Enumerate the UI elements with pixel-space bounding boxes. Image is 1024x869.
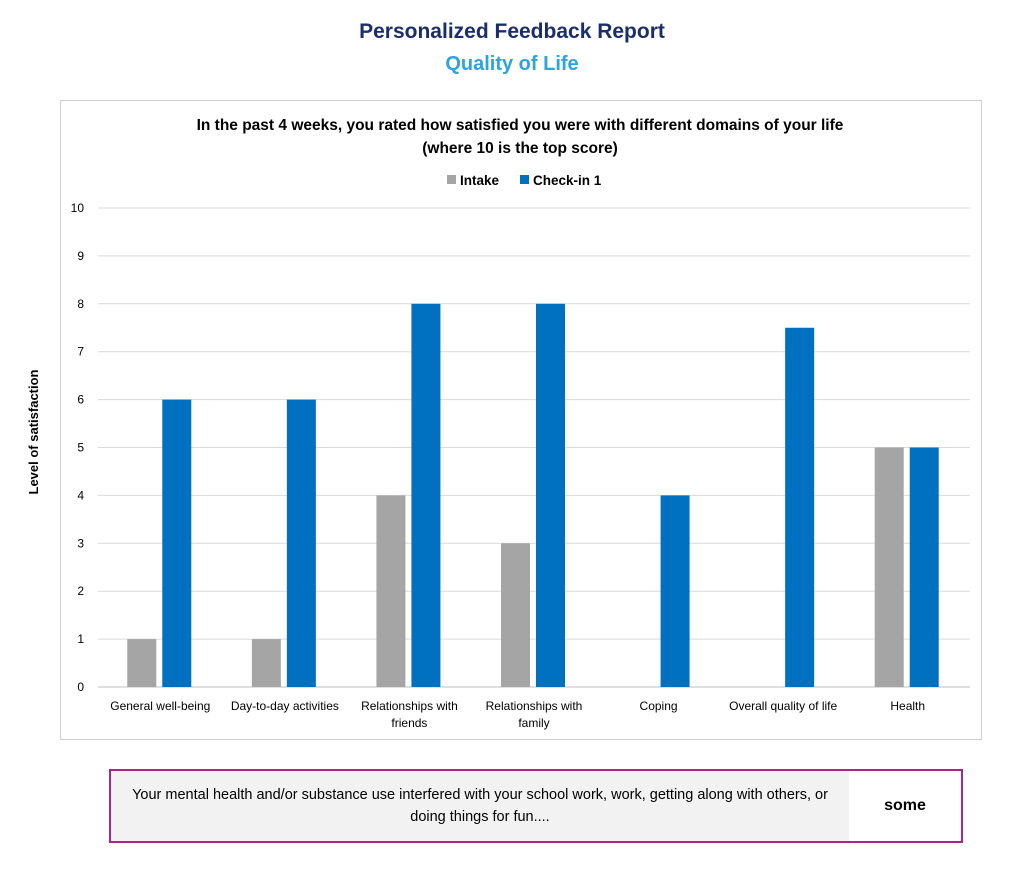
y-tick-label: 8 [77,297,84,311]
chart-subtitle: (where 10 is the top score) [422,140,618,157]
chart-title: In the past 4 weeks, you rated how satis… [197,117,844,134]
bar-check-in-1 [411,303,441,687]
legend-swatch [520,175,529,184]
y-axis-label: Level of satisfaction [26,369,41,494]
x-tick-label: Relationships with [361,699,458,713]
bar-intake [501,543,530,687]
bar-check-in-1 [660,495,690,687]
y-tick-label: 5 [77,441,84,455]
bar-intake [376,495,406,687]
feedback-answer: some [884,797,926,814]
x-tick-label: Coping [640,699,678,713]
x-tick-label: Day-to-day activities [231,699,339,713]
legend-swatch [447,175,456,184]
report-title: Personalized Feedback Report [359,20,665,43]
feedback-box: Your mental health and/or substance use … [109,769,963,843]
y-tick-label: 7 [77,345,84,359]
y-tick-label: 6 [77,393,84,407]
x-tick-label: General well-being [110,699,210,713]
bar-check-in-1 [162,399,192,687]
y-tick-label: 1 [77,632,84,646]
y-tick-label: 0 [77,680,84,694]
x-tick-label: family [518,716,549,730]
legend-label: Intake [460,173,500,188]
y-tick-label: 9 [77,249,84,263]
y-tick-label: 2 [77,584,84,598]
feedback-question: Your mental health and/or substance use … [111,771,849,841]
x-tick-label: friends [391,716,427,730]
bar-check-in-1 [785,327,815,687]
bar-check-in-1 [286,399,316,687]
bar-chart: In the past 4 weeks, you rated how satis… [26,117,970,730]
bar-intake [251,639,281,687]
bar-intake [874,447,904,687]
x-tick-label: Health [890,699,925,713]
bar-check-in-1 [536,303,565,687]
legend-label: Check-in 1 [533,173,602,188]
y-tick-label: 10 [71,201,85,215]
x-tick-label: Relationships with [486,699,583,713]
chart-frame [60,100,982,740]
y-tick-label: 4 [77,488,84,502]
y-tick-label: 3 [77,536,84,550]
report-subtitle: Quality of Life [445,53,579,75]
bar-intake [127,639,157,687]
bar-check-in-1 [909,447,939,687]
x-tick-label: Overall quality of life [729,699,837,713]
